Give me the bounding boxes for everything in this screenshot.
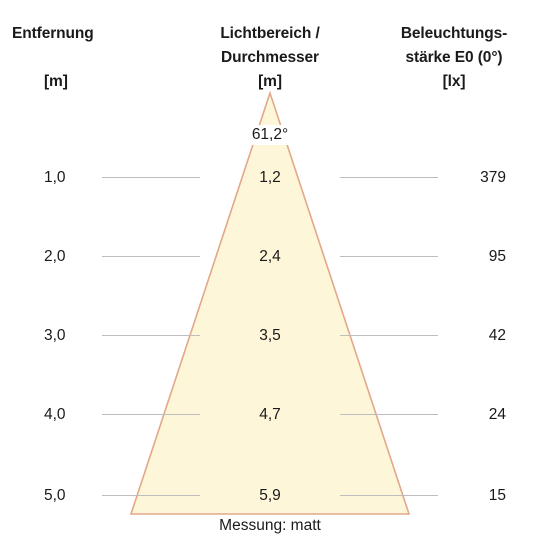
illuminance-unit: [lx] xyxy=(442,73,466,90)
diameter-value: 4,7 xyxy=(259,406,281,423)
illuminance-value: 95 xyxy=(488,248,506,265)
guide-line-right xyxy=(340,256,438,257)
distance-unit-label: [m] xyxy=(44,73,68,90)
guide-line-right xyxy=(340,335,438,336)
guide-line-left xyxy=(102,414,200,415)
illuminance-value: 15 xyxy=(488,487,506,504)
illuminance-value: 379 xyxy=(480,169,506,186)
distance-value: 3,0 xyxy=(44,327,66,344)
illuminance-value: 24 xyxy=(488,406,506,423)
diameter-value: 2,4 xyxy=(259,248,281,265)
guide-line-left xyxy=(102,256,200,257)
diameter-value: 3,5 xyxy=(259,327,281,344)
diameter-header-line1: Lichtbereich / xyxy=(220,25,320,42)
distance-value: 1,0 xyxy=(44,169,66,186)
guide-line-left xyxy=(102,495,200,496)
distance-value: 5,0 xyxy=(44,487,66,504)
distance-value: 2,0 xyxy=(44,248,66,265)
distance-header-title: Entfernung xyxy=(12,25,94,42)
illuminance-header-line2: stärke E0 (0°) xyxy=(405,49,503,66)
guide-line-right xyxy=(340,495,438,496)
light-cone xyxy=(129,90,411,515)
diameter-unit: [m] xyxy=(258,73,282,90)
diameter-header-line2: Durchmesser xyxy=(221,49,319,66)
illuminance-value: 42 xyxy=(488,327,506,344)
distance-unit: [m] xyxy=(44,70,68,94)
distance-header: Entfernung xyxy=(12,22,94,46)
guide-line-right xyxy=(340,414,438,415)
measurement-note: Messung: matt xyxy=(219,517,321,534)
guide-line-left xyxy=(102,177,200,178)
guide-line-right xyxy=(340,177,438,178)
distance-value: 4,0 xyxy=(44,406,66,423)
diameter-value: 1,2 xyxy=(259,169,281,186)
diameter-header: Lichtbereich / Durchmesser [m] xyxy=(170,22,370,94)
guide-line-left xyxy=(102,335,200,336)
illuminance-header-line1: Beleuchtungs- xyxy=(400,25,508,42)
diameter-value: 5,9 xyxy=(259,487,281,504)
beam-angle-label: 61,2° xyxy=(240,125,300,145)
illuminance-header: Beleuchtungs- stärke E0 (0°) [lx] xyxy=(370,22,538,94)
